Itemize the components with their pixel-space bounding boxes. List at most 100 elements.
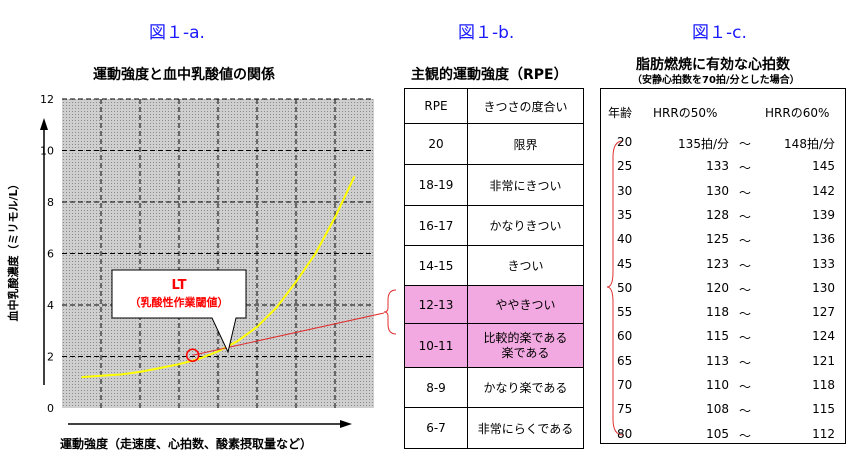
table-row: 20 限界 xyxy=(404,123,584,165)
hrr60-value: 112 xyxy=(812,426,835,441)
table-row: 40 125 ～ 136 xyxy=(601,232,845,254)
hrr50-value: 113 xyxy=(706,353,729,368)
hrr50-value: 108 xyxy=(706,402,729,417)
rpe-header-cell: RPE xyxy=(404,88,468,124)
hrr60-value: 145 xyxy=(812,159,835,174)
age-value: 75 xyxy=(617,402,633,417)
hrr50-value: 120 xyxy=(706,280,729,295)
tilde-sep: ～ xyxy=(739,428,752,443)
rpe-header-cell: きつさの度合い xyxy=(467,88,584,124)
rpe-desc: 非常にらくである xyxy=(467,407,584,449)
age-value: 60 xyxy=(617,329,633,344)
hr-header-60: HRRの60% xyxy=(765,106,830,120)
y-tick-label: 10 xyxy=(40,145,54,158)
table-row: 8-9 かなり楽である xyxy=(404,367,584,408)
table-row: 16-17 かなりきつい xyxy=(404,205,584,246)
table-row-highlight: 10-11 比較的楽である 楽である xyxy=(404,323,584,368)
tilde-sep: ～ xyxy=(739,307,752,322)
tilde-sep: ～ xyxy=(739,355,752,370)
tilde-sep: ～ xyxy=(739,331,752,346)
hr-header-age: 年齢 xyxy=(608,106,633,120)
y-tick-label: 12 xyxy=(40,93,54,106)
lt-connector-line xyxy=(192,312,385,356)
hrr60-value: 127 xyxy=(812,305,835,320)
table-row: 14-15 きつい xyxy=(404,245,584,286)
hr-subtitle: （安静心拍数を70拍/分とした場合） xyxy=(632,75,800,86)
hrr50-value: 118 xyxy=(706,305,729,320)
age-value: 25 xyxy=(617,159,633,174)
rpe-value: 20 xyxy=(404,123,468,165)
y-tick-label: 6 xyxy=(47,248,54,261)
rpe-value: 12-13 xyxy=(404,285,468,324)
hrr50-value: 115 xyxy=(706,329,729,344)
fig-a-label: 図１-a. xyxy=(149,23,205,43)
table-row: 20 135拍/分 ～ 148拍/分 xyxy=(601,135,845,157)
table-row: 70 110 ～ 118 xyxy=(601,378,845,400)
rpe-value: 18-19 xyxy=(404,164,468,206)
lt-callout-title: LT xyxy=(172,278,187,293)
table-row: 45 123 ～ 133 xyxy=(601,257,845,279)
age-value: 35 xyxy=(617,207,633,222)
hrr60-value: 139 xyxy=(812,207,835,222)
rpe-value: 14-15 xyxy=(404,245,468,286)
table-row-highlight: 12-13 ややきつい xyxy=(404,285,584,324)
rpe-desc-multi: 比較的楽である 楽である xyxy=(467,323,584,368)
hrr50-value: 130 xyxy=(706,183,729,198)
hrr60-value: 148拍/分 xyxy=(784,137,835,151)
hrr50-value: 110 xyxy=(706,378,729,392)
hr-title: 脂肪燃焼に有効な心拍数 xyxy=(636,57,790,73)
y-tick-labels: 0 2 4 6 8 10 12 xyxy=(40,93,54,415)
hrr50-value: 128 xyxy=(706,207,729,222)
tilde-sep: ～ xyxy=(739,161,752,176)
age-value: 55 xyxy=(617,305,633,320)
fig-c-label: 図１-c. xyxy=(692,23,747,43)
hrr60-value: 130 xyxy=(812,280,835,295)
tilde-sep: ～ xyxy=(739,185,752,200)
rpe-desc: 非常にきつい xyxy=(467,164,584,206)
rpe-title: 主観的運動強度（RPE） xyxy=(411,67,568,83)
y-tick-label: 4 xyxy=(47,299,54,312)
hrr60-value: 133 xyxy=(812,256,835,271)
chart-title: 運動強度と血中乳酸値の関係 xyxy=(93,67,275,83)
table-row: 80 105 ～ 112 xyxy=(601,427,845,449)
age-value: 65 xyxy=(617,353,633,368)
rpe-header-row: RPE きつさの度合い xyxy=(404,88,584,124)
age-value: 40 xyxy=(617,232,633,247)
rpe-value: 10-11 xyxy=(404,323,468,368)
lactate-chart: 0 2 4 6 8 10 12 血中乳酸濃度（ミリモル/L） 運動強度（走速度、心拍数、酸素… xyxy=(6,93,385,451)
age-value: 30 xyxy=(617,183,633,198)
table-row: 30 130 ～ 142 xyxy=(601,184,845,206)
tilde-sep: ～ xyxy=(739,234,752,249)
tilde-sep: ～ xyxy=(739,209,752,224)
y-tick-label: 2 xyxy=(47,351,54,364)
y-tick-label: 8 xyxy=(47,196,54,209)
age-value: 80 xyxy=(617,426,633,441)
hrr50-value: 135拍/分 xyxy=(678,137,729,151)
lt-callout-sub: （乳酸性作業閾値） xyxy=(130,295,229,309)
hr-bracket xyxy=(606,140,624,436)
hrr60-value: 124 xyxy=(812,329,835,344)
table-row: 6-7 非常にらくである xyxy=(404,407,584,449)
table-row: 60 115 ～ 124 xyxy=(601,329,845,351)
rpe-desc: かなり楽である xyxy=(467,367,584,408)
table-row: 65 113 ～ 121 xyxy=(601,354,845,376)
tilde-sep: ～ xyxy=(739,404,752,419)
tilde-sep: ～ xyxy=(739,282,752,297)
y-arrow-head xyxy=(40,118,48,130)
x-axis-label: 運動強度（走速度、心拍数、酸素摂取量など） xyxy=(60,436,312,451)
hrr60-value: 136 xyxy=(812,232,835,247)
table-row: 18-19 非常にきつい xyxy=(404,164,584,206)
tilde-sep: ～ xyxy=(739,137,752,151)
hrr60-value: 118 xyxy=(812,378,835,392)
table-row: 75 108 ～ 115 xyxy=(601,402,845,424)
hr-table: 年齢 HRRの50% HRRの60% 20 135拍/分 ～ 148拍/分 25 133 ～… xyxy=(600,88,846,444)
rpe-desc: かなりきつい xyxy=(467,205,584,246)
rpe-value: 16-17 xyxy=(404,205,468,246)
hrr60-value: 121 xyxy=(812,353,835,368)
age-value: 50 xyxy=(617,280,633,295)
rpe-desc: ややきつい xyxy=(467,285,584,324)
hrr50-value: 133 xyxy=(706,159,729,174)
hrr50-value: 125 xyxy=(706,232,729,247)
rpe-value: 6-7 xyxy=(404,407,468,449)
hrr50-value: 105 xyxy=(706,426,729,441)
